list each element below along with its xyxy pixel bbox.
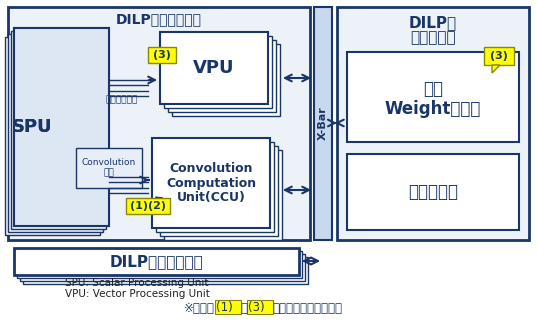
Bar [76,148,142,188]
Bar [314,7,332,240]
Text: は本文中の項番に対応: は本文中の項番に対応 [272,301,342,315]
Bar [484,47,514,65]
Bar [164,150,282,240]
Bar [337,7,529,240]
Text: SPU: SPU [12,118,52,136]
Text: 中間データ: 中間データ [408,183,458,201]
Text: ベクトル命令: ベクトル命令 [106,95,138,105]
Text: ～: ～ [240,301,247,315]
Text: VPU: Vector Processing Unit: VPU: Vector Processing Unit [65,289,210,299]
Bar [247,300,273,314]
Text: ※図中の: ※図中の [184,301,215,315]
Text: Convolution
Computation
Unit(CCU): Convolution Computation Unit(CCU) [166,162,256,205]
Text: Convolution
命令: Convolution 命令 [82,158,136,178]
Bar [164,36,272,108]
Bar [172,44,280,116]
Text: DILP用: DILP用 [409,15,457,31]
Bar [5,37,100,235]
Bar [156,142,274,232]
Bar [14,248,299,275]
Bar [14,28,109,226]
Bar [8,7,310,240]
Text: (1): (1) [216,301,233,315]
Bar [347,154,519,230]
Bar [14,28,109,226]
Text: 共有メモリ: 共有メモリ [410,31,456,45]
Text: 圧縮: 圧縮 [423,80,443,98]
Bar [215,300,241,314]
Text: SPU: SPU [12,118,52,136]
Text: VPU: VPU [193,59,235,77]
Text: (1)(2): (1)(2) [130,201,166,211]
Text: (3): (3) [248,301,265,315]
Bar [126,198,170,214]
Bar [148,47,176,63]
Text: SPU: Scalar Processing Unit: SPU: Scalar Processing Unit [65,278,208,288]
Text: (3): (3) [153,50,171,60]
Bar [8,34,103,232]
Bar [152,138,270,228]
Text: DILP基本クラスタ: DILP基本クラスタ [116,12,202,26]
Bar [11,31,106,229]
Bar [17,251,302,278]
Text: X-Bar: X-Bar [318,107,328,140]
Polygon shape [492,65,500,73]
Bar [23,257,308,284]
Text: Weightデータ: Weightデータ [385,100,481,118]
Bar [160,146,278,236]
Bar [160,32,268,104]
Bar [20,254,305,281]
Text: (3): (3) [490,51,508,61]
Bar [347,52,519,142]
Bar [168,40,276,112]
Text: DILP基本クラスタ: DILP基本クラスタ [110,254,204,269]
